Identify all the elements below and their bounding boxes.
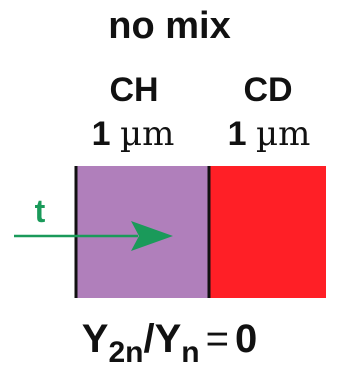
numerator-subscript: 2n bbox=[108, 336, 144, 369]
time-arrow-label: t bbox=[35, 193, 46, 229]
ratio-slash: / bbox=[143, 317, 155, 361]
layer-ch-thickness-label: 1 µm bbox=[74, 114, 192, 154]
layer-ch-thickness-unit: µm bbox=[120, 114, 175, 154]
layer-ch-material-label: CH bbox=[109, 71, 159, 109]
yield-ratio-equation: Y2n/Yn = 0 bbox=[0, 314, 339, 368]
time-arrow-head bbox=[131, 221, 173, 251]
layer-cd-thickness-value: 1 bbox=[227, 115, 247, 153]
ratio-value: 0 bbox=[234, 317, 258, 361]
layer-cd-material-label: CD bbox=[243, 71, 293, 109]
numerator-base: Y bbox=[81, 317, 109, 361]
denominator-base: Y bbox=[154, 317, 182, 361]
layer-cd-thickness-label: 1 µm bbox=[210, 114, 328, 154]
layer-cd-thickness-unit: µm bbox=[256, 114, 311, 154]
denominator-subscript: n bbox=[181, 336, 200, 369]
layer-ch-thickness-value: 1 bbox=[91, 115, 111, 153]
diagram-title: no mix bbox=[108, 5, 231, 47]
equals-sign: = bbox=[205, 317, 229, 361]
layer-cd-block bbox=[209, 166, 326, 298]
